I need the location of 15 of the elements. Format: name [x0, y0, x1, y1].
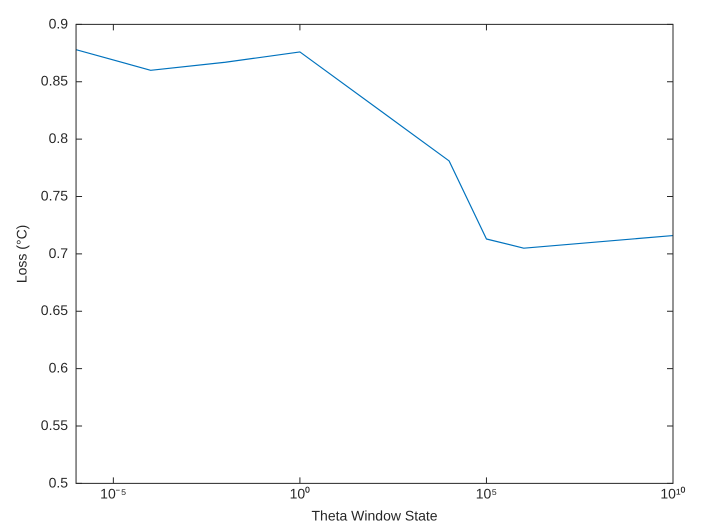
y-tick-label: 0.65 — [40, 302, 68, 318]
y-tick-label: 0.85 — [40, 72, 68, 89]
y-tick-label: 0.55 — [40, 416, 68, 433]
y-tick-label: 0.8 — [48, 130, 68, 146]
x-tick-label: 10⁵ — [476, 486, 498, 502]
y-tick-label: 0.75 — [40, 187, 68, 204]
x-tick-label: 10⁰ — [290, 486, 310, 502]
y-tick-label: 0.6 — [48, 360, 68, 376]
x-axis-title: Theta Window State — [311, 507, 438, 524]
x-tick-label: 10¹⁰ — [660, 486, 686, 502]
x-tick-label: 10⁻⁵ — [100, 486, 127, 502]
y-tick-label: 0.9 — [48, 15, 68, 32]
y-tick-label: 0.7 — [48, 244, 68, 261]
y-axis-title: Loss (°C) — [13, 224, 30, 284]
y-tick-label: 0.5 — [48, 474, 68, 490]
